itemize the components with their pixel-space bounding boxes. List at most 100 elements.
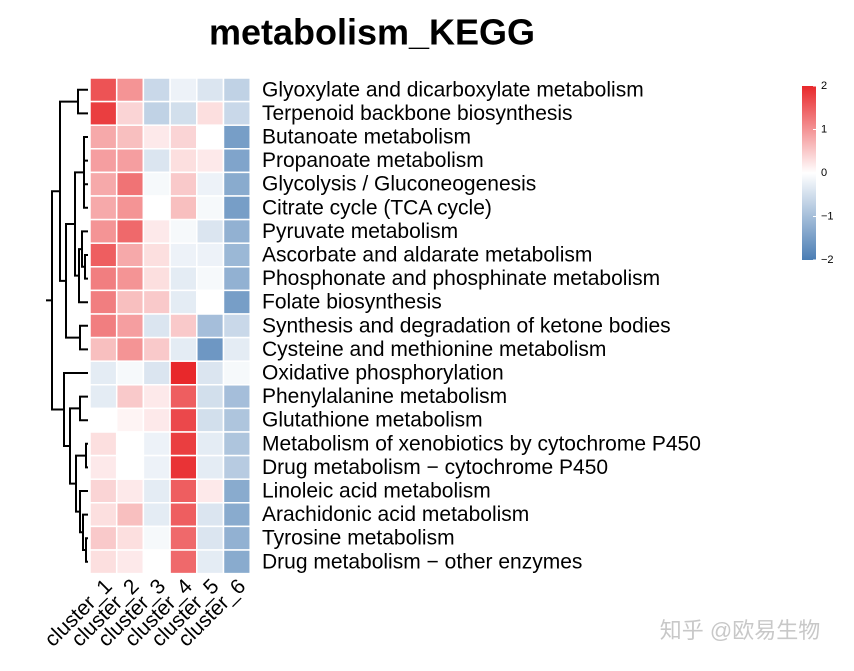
heatmap-cell	[142, 336, 171, 362]
heatmap-cell	[115, 336, 145, 362]
heatmap-cell	[89, 336, 118, 362]
heatmap-cell	[169, 454, 198, 480]
heatmap-cell	[89, 148, 118, 174]
heatmap-cell	[196, 124, 225, 150]
heatmap-cell	[115, 384, 145, 410]
heatmap-cell	[89, 77, 118, 103]
heatmap-cell	[169, 525, 198, 551]
colorbar-tick-label: 1	[821, 123, 827, 135]
heatmap-cell	[169, 407, 198, 433]
row-label: Citrate cycle (TCA cycle)	[262, 196, 492, 219]
chart-title: metabolism_KEGG	[209, 12, 535, 53]
heatmap-cell	[89, 171, 118, 197]
heatmap-cell	[196, 525, 225, 551]
heatmap-cell	[222, 525, 251, 551]
heatmap-cell	[169, 384, 198, 410]
heatmap-cell	[115, 218, 145, 244]
dendrogram-branch	[79, 324, 88, 351]
row-label: Butanoate metabolism	[262, 126, 471, 149]
heatmap-cell	[89, 384, 118, 410]
heatmap-cell	[115, 360, 145, 386]
heatmap-cell	[196, 148, 225, 174]
heatmap-cell	[169, 336, 198, 362]
heatmap-cell	[222, 431, 251, 457]
heatmap-cell	[169, 289, 198, 315]
heatmap-cell	[115, 549, 145, 575]
heatmap-cell	[196, 195, 225, 221]
colorbar	[802, 86, 816, 260]
heatmap-cell	[142, 549, 171, 575]
row-label: Glycolysis / Gluconeogenesis	[262, 173, 536, 196]
heatmap-cell	[196, 478, 225, 504]
heatmap-cell	[89, 407, 118, 433]
heatmap-cell	[89, 218, 118, 244]
heatmap-cell	[142, 148, 171, 174]
row-label: Propanoate metabolism	[262, 149, 484, 172]
heatmap-cell	[89, 242, 118, 268]
heatmap-cell	[142, 384, 171, 410]
heatmap-cell	[196, 431, 225, 457]
heatmap-cell	[89, 313, 118, 339]
row-label: Pyruvate metabolism	[262, 220, 458, 243]
heatmap-cell	[115, 242, 145, 268]
heatmap-cell	[169, 77, 198, 103]
row-label: Cysteine and methionine metabolism	[262, 338, 606, 361]
heatmap-cell	[196, 336, 225, 362]
row-label: Synthesis and degradation of ketone bodi…	[262, 314, 671, 337]
heatmap-cell	[222, 454, 251, 480]
heatmap-cell	[115, 100, 145, 126]
heatmap-cell	[222, 289, 251, 315]
heatmap-cell	[222, 336, 251, 362]
heatmap-cell	[115, 502, 145, 528]
heatmap-cell	[196, 218, 225, 244]
heatmap-cell	[169, 148, 198, 174]
heatmap-cell	[222, 242, 251, 268]
heatmap-cell	[222, 195, 251, 221]
row-label: Glutathione metabolism	[262, 409, 483, 432]
heatmap-cell	[89, 195, 118, 221]
heatmap-cell	[222, 218, 251, 244]
heatmap-cell	[142, 171, 171, 197]
dendrogram-branch	[79, 395, 88, 422]
dendrogram-branch	[63, 372, 88, 448]
dendrogram-branch	[84, 254, 88, 280]
heatmap-cell	[222, 502, 251, 528]
heatmap-cell	[222, 407, 251, 433]
heatmap-cell	[115, 454, 145, 480]
heatmap-cell	[222, 148, 251, 174]
heatmap-cell	[222, 124, 251, 150]
row-label: Phenylalanine metabolism	[262, 385, 507, 408]
heatmap-cell	[196, 407, 225, 433]
heatmap-cell	[115, 77, 145, 103]
heatmap-cell	[169, 266, 198, 292]
dendrogram-branch	[85, 537, 88, 563]
dendrogram-branch	[77, 88, 88, 115]
heatmap-cell	[169, 124, 198, 150]
heatmap-cell	[222, 171, 251, 197]
heatmap-cell	[89, 502, 118, 528]
dendrogram-branch	[65, 223, 80, 339]
heatmap-cell	[196, 502, 225, 528]
heatmap-cell	[169, 195, 198, 221]
heatmap-cell	[222, 77, 251, 103]
dendrogram-branch	[85, 442, 88, 469]
row-label: Phosphonate and phosphinate metabolism	[262, 267, 660, 290]
heatmap-cell	[222, 384, 251, 410]
heatmap-cell	[115, 289, 145, 315]
heatmap-cell	[222, 549, 251, 575]
row-label: Ascorbate and aldarate metabolism	[262, 244, 592, 267]
row-label: Drug metabolism − cytochrome P450	[262, 456, 608, 479]
row-label: Arachidonic acid metabolism	[262, 503, 529, 526]
heatmap-cell	[142, 195, 171, 221]
heatmap-cell	[222, 478, 251, 504]
row-label: Glyoxylate and dicarboxylate metabolism	[262, 78, 644, 101]
heatmap-cell	[115, 171, 145, 197]
heatmap-cell	[89, 525, 118, 551]
heatmap-cell	[169, 549, 198, 575]
dendrogram-branch	[83, 159, 88, 186]
heatmap-cell	[142, 360, 171, 386]
heatmap-cell	[115, 431, 145, 457]
heatmap-cell	[196, 266, 225, 292]
heatmap-cell	[169, 431, 198, 457]
